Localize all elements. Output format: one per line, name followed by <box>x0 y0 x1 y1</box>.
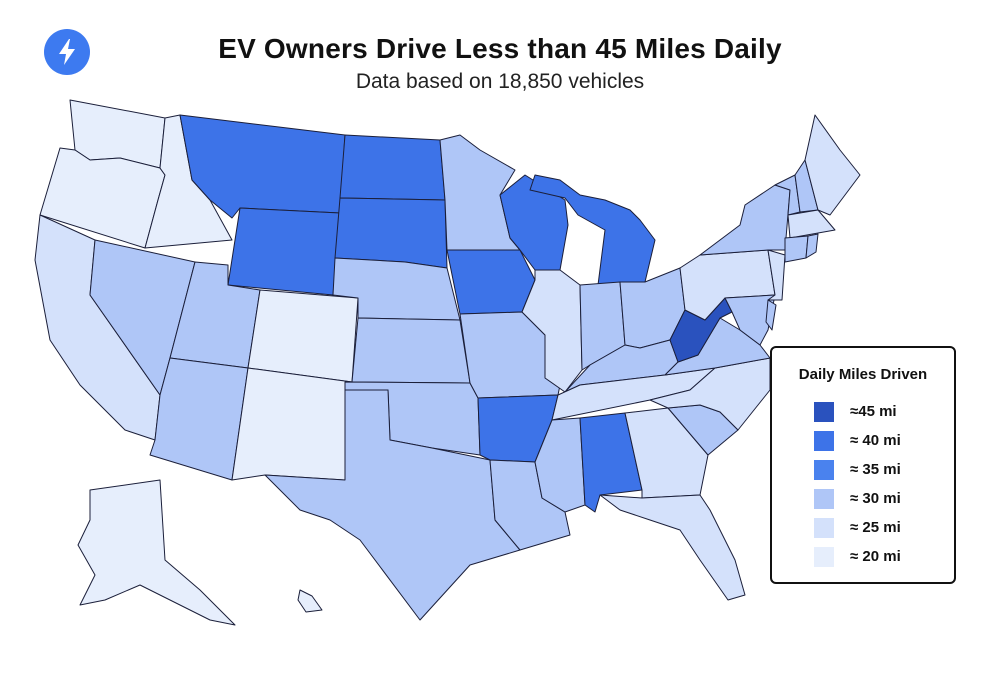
legend-item: ≈45 mi <box>772 397 954 426</box>
legend-item: ≈ 40 mi <box>772 426 954 455</box>
state-co <box>247 289 359 383</box>
state-ma <box>787 209 836 239</box>
legend-swatch <box>814 401 834 422</box>
legend-items: ≈45 mi ≈ 40 mi ≈ 35 mi ≈ 30 mi ≈ 25 mi ≈ 20 m… <box>772 397 954 571</box>
legend-label: ≈ 20 mi <box>850 548 901 565</box>
state-ks <box>351 317 471 384</box>
state-ri <box>805 233 819 259</box>
state-nj <box>767 249 786 301</box>
state-ct <box>784 235 809 263</box>
state-nm <box>231 367 353 481</box>
state-wy <box>227 207 341 296</box>
state-tx <box>264 389 521 621</box>
state-ny <box>699 184 791 256</box>
legend-label: ≈ 30 mi <box>850 490 901 507</box>
state-me <box>804 114 861 216</box>
state-ak <box>77 479 236 626</box>
state-ia <box>446 249 536 315</box>
legend-label: ≈ 40 mi <box>850 432 901 449</box>
legend-swatch <box>814 546 834 567</box>
legend-swatch <box>814 430 834 451</box>
state-mi <box>529 174 656 286</box>
lightning-bolt-icon <box>59 39 75 65</box>
state-hi <box>297 589 323 613</box>
state-fl <box>599 494 746 601</box>
legend-item: ≈ 35 mi <box>772 455 954 484</box>
logo-badge <box>44 29 90 75</box>
state-sd <box>334 197 448 269</box>
legend-label: ≈ 25 mi <box>850 519 901 536</box>
legend-item: ≈ 25 mi <box>772 513 954 542</box>
legend-label: ≈ 35 mi <box>850 461 901 478</box>
legend: Daily Miles Driven ≈45 mi ≈ 40 mi ≈ 35 mi ≈… <box>770 346 956 584</box>
state-il <box>521 269 583 393</box>
state-de <box>765 299 777 331</box>
state-az <box>149 357 249 481</box>
legend-title: Daily Miles Driven <box>798 366 928 383</box>
legend-item: ≈ 20 mi <box>772 542 954 571</box>
legend-swatch <box>814 488 834 509</box>
legend-swatch <box>814 517 834 538</box>
page-title: EV Owners Drive Less than 45 Miles Daily <box>218 33 782 64</box>
page-subtitle: Data based on 18,850 vehicles <box>355 70 645 93</box>
state-nd <box>339 134 446 201</box>
legend-item: ≈ 30 mi <box>772 484 954 513</box>
state-nc <box>649 357 771 431</box>
legend-swatch <box>814 459 834 480</box>
legend-label: ≈45 mi <box>850 403 897 420</box>
